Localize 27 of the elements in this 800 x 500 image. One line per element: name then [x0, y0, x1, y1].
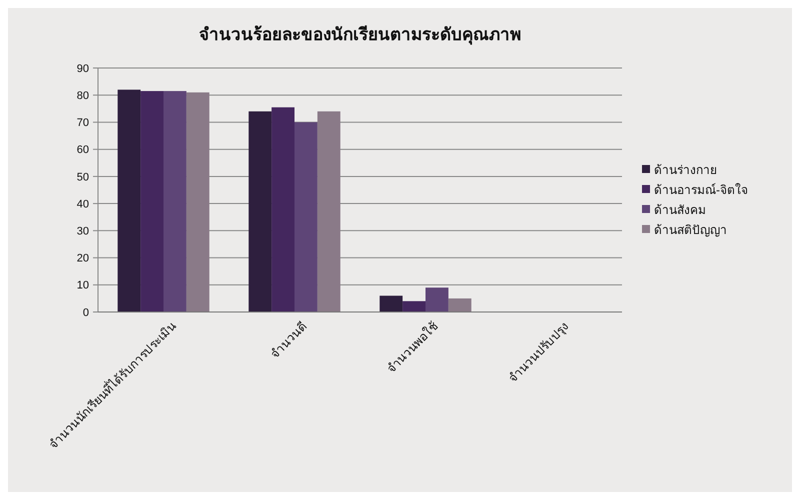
y-tick-label: 50: [76, 171, 89, 184]
bar: [186, 92, 210, 312]
legend-label: ด้านสังคม: [654, 203, 706, 218]
bar: [118, 90, 141, 312]
y-tick-label: 20: [76, 252, 89, 265]
y-tick-label: 70: [76, 117, 89, 130]
y-tick-label: 30: [76, 226, 89, 238]
bar: [140, 91, 164, 312]
legend-label: ด้านอารมณ์-จิตใจ: [654, 183, 748, 198]
bar: [426, 288, 448, 312]
bar: [317, 111, 340, 312]
y-tick-label: 40: [76, 198, 89, 210]
legend-label: ด้านร่างกาย: [654, 163, 717, 178]
bar: [402, 301, 426, 312]
y-tick-label: 80: [76, 90, 89, 102]
y-tick-label: 0: [82, 306, 89, 319]
bar: [272, 107, 294, 312]
chart-title: จำนวนร้อยละของนักเรียนตามระดับคุณภาพ: [199, 24, 521, 45]
legend-label: ด้านสติปัญญา: [654, 223, 727, 238]
bar: [380, 296, 403, 312]
bar: [164, 91, 186, 312]
y-tick-label: 60: [76, 144, 89, 156]
bar: [448, 298, 472, 312]
y-tick-label: 10: [76, 280, 89, 292]
bar: [248, 111, 272, 312]
y-tick-label: 90: [76, 62, 89, 75]
bar: [294, 122, 318, 312]
